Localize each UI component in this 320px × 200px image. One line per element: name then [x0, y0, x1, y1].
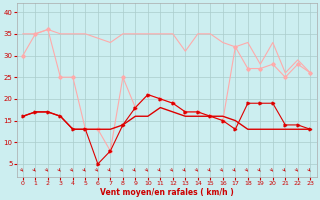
X-axis label: Vent moyen/en rafales ( km/h ): Vent moyen/en rafales ( km/h )	[100, 188, 234, 197]
